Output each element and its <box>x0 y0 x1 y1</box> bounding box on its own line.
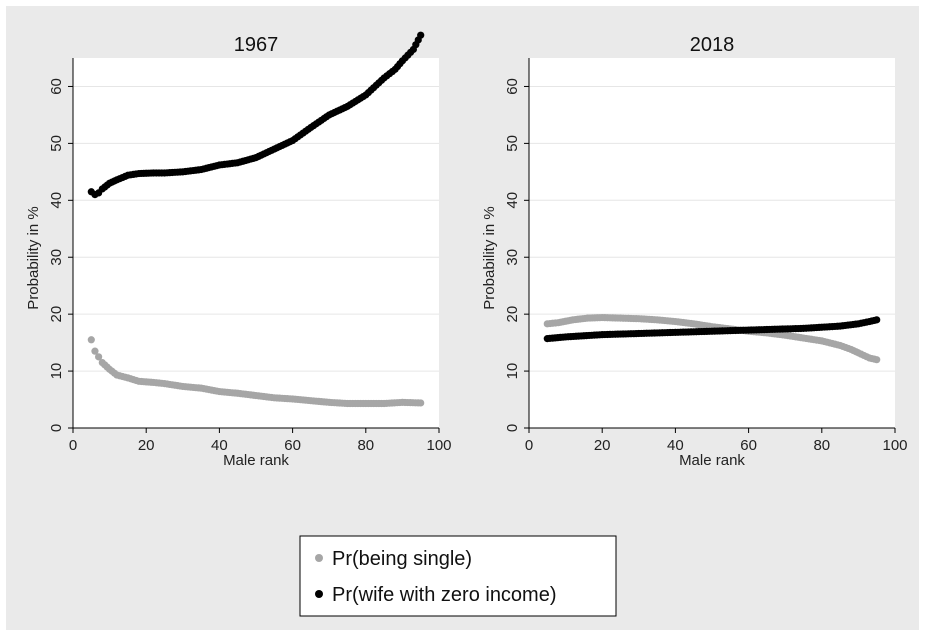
data-point <box>87 336 95 344</box>
x-tick-label: 60 <box>284 437 301 454</box>
y-tick-label: 50 <box>48 135 65 152</box>
x-tick-label: 20 <box>594 437 611 454</box>
x-tick-label: 0 <box>525 437 533 454</box>
panel-title-2018: 2018 <box>690 34 735 56</box>
y-tick-label: 60 <box>504 78 521 95</box>
x-tick-label: 80 <box>357 437 374 454</box>
x-tick-label: 20 <box>138 437 155 454</box>
legend-label-single: Pr(being single) <box>332 548 472 570</box>
y-tick-label: 10 <box>48 363 65 380</box>
plot-area-2018 <box>529 58 895 428</box>
y-tick-label: 50 <box>504 135 521 152</box>
data-point <box>91 347 99 355</box>
x-axis-label-1967: Male rank <box>223 452 289 469</box>
marks-2018 <box>543 313 881 364</box>
plot-area-1967 <box>73 58 439 428</box>
legend-marker-single <box>315 554 323 562</box>
x-tick-label: 60 <box>740 437 757 454</box>
data-point <box>873 316 881 324</box>
legend-marker-zero-income <box>315 590 323 598</box>
panel-1967: 0 10 20 30 40 50 60 0 20 40 60 80 100 1967 Male rank… <box>25 31 452 469</box>
x-tick-label: 40 <box>667 437 684 454</box>
y-tick-label: 40 <box>48 192 65 209</box>
y-tick-label: 30 <box>504 249 521 266</box>
y-axis-label-2018: Probability in % <box>481 206 498 309</box>
axes-2018: 0 10 20 30 40 50 60 0 20 40 60 80 100 <box>504 58 908 454</box>
panel-2018: 0 10 20 30 40 50 60 0 20 40 60 80 100 2018 Male rank… <box>481 34 908 469</box>
legend-label-zero-income: Pr(wife with zero income) <box>332 584 557 606</box>
y-tick-label: 40 <box>504 192 521 209</box>
y-tick-label: 20 <box>48 306 65 323</box>
panel-title-1967: 1967 <box>234 34 279 56</box>
y-tick-label: 10 <box>504 363 521 380</box>
y-tick-label: 30 <box>48 249 65 266</box>
x-tick-label: 40 <box>211 437 228 454</box>
figure: 0 10 20 30 40 50 60 0 20 40 60 80 100 1967 Male rank… <box>6 6 919 630</box>
grid-1967 <box>73 85 439 429</box>
x-tick-label: 0 <box>69 437 77 454</box>
marks-1967 <box>87 31 425 408</box>
y-axis-label-1967: Probability in % <box>25 206 42 309</box>
data-point <box>417 399 425 407</box>
data-point <box>95 353 103 361</box>
data-point <box>873 356 881 364</box>
legend-box <box>299 535 617 617</box>
x-tick-label: 80 <box>813 437 830 454</box>
axes-1967: 0 10 20 30 40 50 60 0 20 40 60 80 100 <box>48 58 452 454</box>
y-tick-label: 20 <box>504 306 521 323</box>
x-tick-label: 100 <box>882 437 907 454</box>
y-tick-label: 0 <box>504 424 521 432</box>
x-axis-label-2018: Male rank <box>679 452 745 469</box>
y-tick-label: 60 <box>48 78 65 95</box>
x-tick-label: 100 <box>426 437 451 454</box>
legend: Pr(being single) Pr(wife with zero incom… <box>299 535 617 617</box>
data-point <box>417 31 425 39</box>
y-tick-label: 0 <box>48 424 65 432</box>
